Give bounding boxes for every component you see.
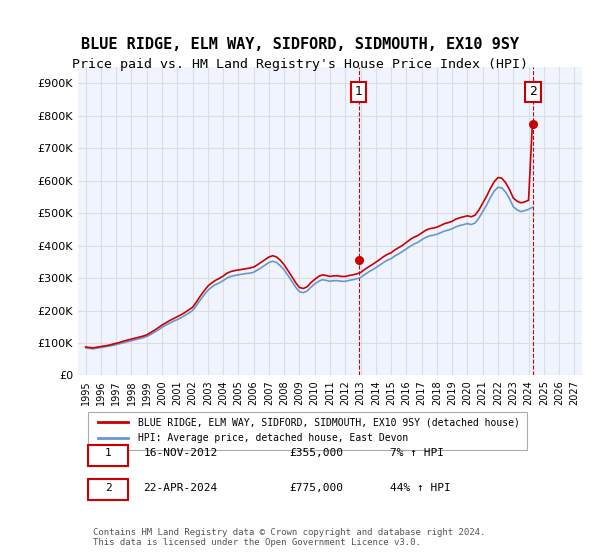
Text: BLUE RIDGE, ELM WAY, SIDFORD, SIDMOUTH, EX10 9SY (detached house): BLUE RIDGE, ELM WAY, SIDFORD, SIDMOUTH, … [139,417,520,427]
Text: 1: 1 [105,449,112,459]
Text: 2: 2 [105,483,112,493]
FancyBboxPatch shape [88,479,128,500]
Text: 16-NOV-2012: 16-NOV-2012 [143,449,218,459]
Text: £775,000: £775,000 [290,483,344,493]
Point [529,119,538,128]
Text: Contains HM Land Registry data © Crown copyright and database right 2024.
This d: Contains HM Land Registry data © Crown c… [93,528,485,547]
Text: 2: 2 [529,85,537,99]
Text: 44% ↑ HPI: 44% ↑ HPI [391,483,451,493]
FancyBboxPatch shape [88,445,128,465]
Text: 7% ↑ HPI: 7% ↑ HPI [391,449,445,459]
Text: 22-APR-2024: 22-APR-2024 [143,483,218,493]
FancyBboxPatch shape [88,412,527,450]
Point [354,256,364,265]
Text: BLUE RIDGE, ELM WAY, SIDFORD, SIDMOUTH, EX10 9SY: BLUE RIDGE, ELM WAY, SIDFORD, SIDMOUTH, … [81,38,519,52]
Text: HPI: Average price, detached house, East Devon: HPI: Average price, detached house, East… [139,433,409,443]
Text: 1: 1 [355,85,362,99]
Text: Price paid vs. HM Land Registry's House Price Index (HPI): Price paid vs. HM Land Registry's House … [72,58,528,71]
Text: £355,000: £355,000 [290,449,344,459]
